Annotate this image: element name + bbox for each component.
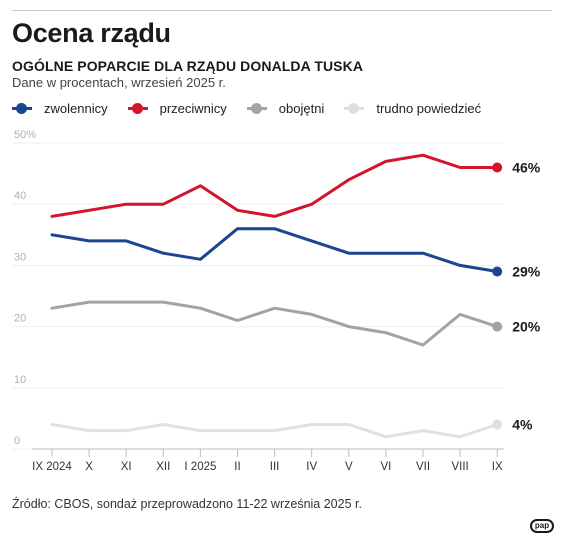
x-tick-label: I 2025: [184, 461, 216, 473]
legend-item-obojetni: obojętni: [246, 101, 325, 116]
series-line-3: [50, 423, 499, 439]
end-label-0: 29%: [512, 264, 541, 280]
series-line-1: [50, 153, 499, 218]
series-line-2: [50, 300, 499, 347]
x-tick-label: IX: [492, 461, 503, 473]
legend-item-trudno-powiedziec: trudno powiedzieć: [344, 101, 481, 116]
y-tick-label: 40: [14, 190, 26, 202]
legend-item-przeciwnicy: przeciwnicy: [127, 101, 227, 116]
x-tick-label: IV: [306, 461, 317, 473]
pap-logo: pap: [530, 519, 554, 533]
x-tick-label: X: [85, 461, 93, 473]
x-tick-label: V: [345, 461, 353, 473]
legend-swatch: [344, 103, 365, 114]
x-tick-label: VII: [416, 461, 430, 473]
series-line-0: [50, 227, 499, 273]
x-tick-label: II: [234, 461, 240, 473]
page-title: Ocena rządu: [12, 18, 171, 48]
legend-item-zwolennicy: zwolennicy: [12, 101, 108, 116]
end-point-0: [492, 266, 503, 277]
legend-label: zwolennicy: [44, 101, 108, 116]
y-tick-label: 30: [14, 251, 26, 263]
chart-subtitle: OGÓLNE POPARCIE DLA RZĄDU DONALDA TUSKA: [12, 58, 364, 74]
end-point-2: [492, 321, 503, 332]
y-tick-label: 50%: [14, 129, 36, 141]
x-tick-label: XII: [156, 461, 170, 473]
end-point-3: [492, 419, 503, 430]
legend-label: obojętni: [278, 101, 325, 116]
legend-swatch: [127, 103, 148, 114]
chart-note: Dane w procentach, wrzesień 2025 r.: [12, 75, 226, 90]
chart-legend: zwolennicy przeciwnicy obojętni trudno p…: [12, 101, 501, 116]
legend-label: trudno powiedzieć: [376, 101, 482, 116]
end-label-3: 4%: [512, 417, 533, 433]
x-tick-label: XI: [121, 461, 132, 473]
legend-label: przeciwnicy: [159, 101, 227, 116]
end-label-1: 46%: [512, 159, 541, 175]
legend-swatch: [246, 103, 267, 114]
x-tick-label: III: [270, 461, 280, 473]
end-label-2: 20%: [512, 319, 541, 335]
y-tick-label: 10: [14, 374, 26, 386]
x-tick-label: VIII: [451, 461, 468, 473]
x-tick-label: VI: [380, 461, 391, 473]
legend-swatch: [12, 103, 32, 114]
top-rule: [12, 10, 552, 11]
end-point-1: [492, 162, 503, 173]
x-tick-label: IX 2024: [32, 461, 72, 473]
source-note: Źródło: CBOS, sondaż przeprowadzono 11-2…: [12, 497, 362, 511]
y-tick-label: 20: [14, 313, 26, 325]
y-tick-label: 0: [14, 435, 20, 447]
